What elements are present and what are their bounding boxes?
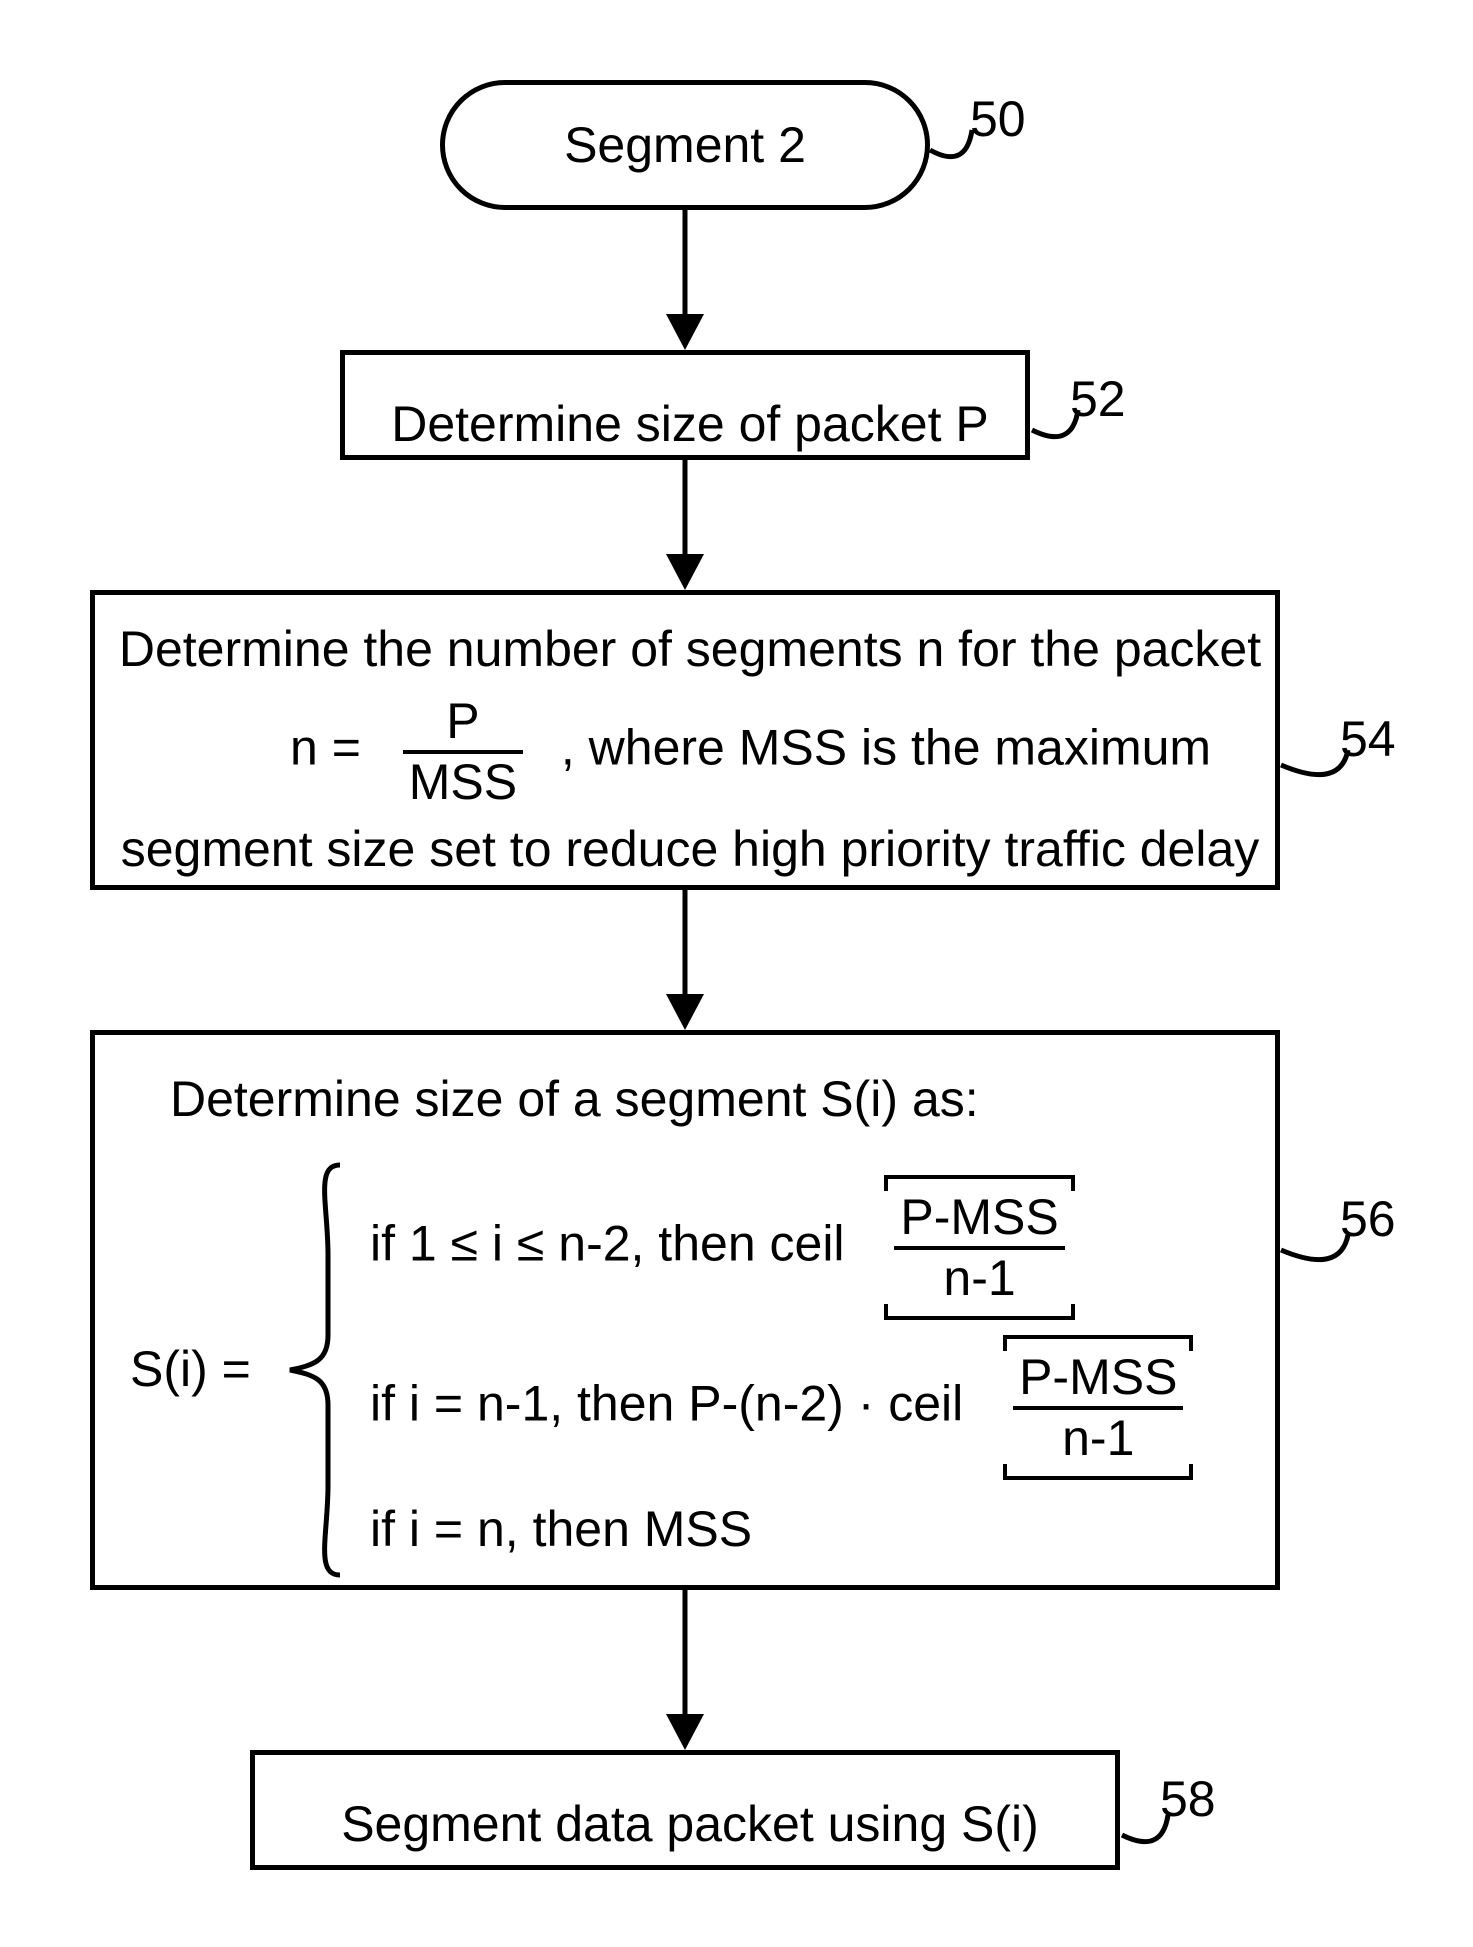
ref-curve-50: [0, 0, 1473, 1947]
flowchart-canvas: Segment 2 50 Determine size of packet P …: [0, 0, 1473, 1947]
